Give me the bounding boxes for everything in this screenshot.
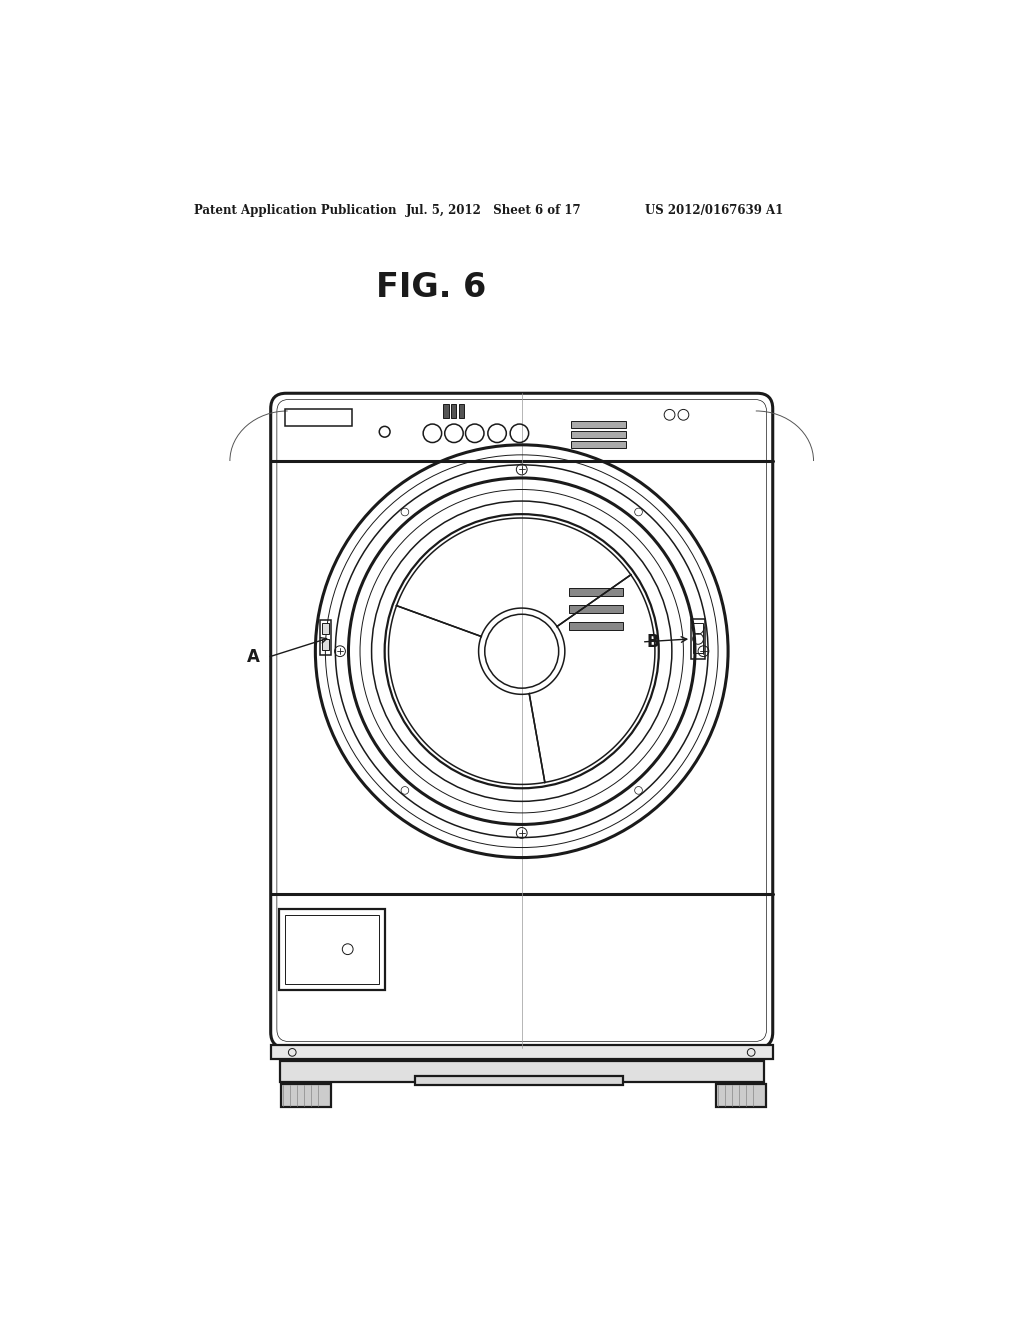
Text: A: A bbox=[248, 648, 260, 667]
Bar bbox=[571, 421, 627, 428]
Bar bbox=[693, 623, 702, 653]
Bar bbox=[691, 619, 705, 659]
Bar bbox=[716, 1084, 766, 1107]
Text: Jul. 5, 2012   Sheet 6 of 17: Jul. 5, 2012 Sheet 6 of 17 bbox=[407, 205, 582, 218]
Bar bbox=[322, 639, 330, 649]
Bar bbox=[322, 623, 330, 635]
Bar bbox=[281, 1084, 331, 1107]
Text: FIG. 6: FIG. 6 bbox=[376, 272, 486, 305]
Bar bbox=[443, 404, 449, 418]
Bar bbox=[416, 1076, 624, 1085]
Bar bbox=[571, 441, 627, 447]
Bar bbox=[319, 620, 331, 655]
Text: B: B bbox=[646, 634, 658, 651]
Bar bbox=[280, 909, 385, 990]
Bar bbox=[459, 404, 464, 418]
Bar bbox=[285, 409, 352, 425]
Bar bbox=[569, 622, 624, 630]
Bar bbox=[286, 915, 379, 983]
Bar bbox=[571, 432, 627, 438]
Bar bbox=[280, 1061, 764, 1082]
Bar bbox=[270, 1045, 773, 1059]
Bar bbox=[569, 605, 624, 612]
Text: Patent Application Publication: Patent Application Publication bbox=[194, 205, 396, 218]
Bar bbox=[451, 404, 457, 418]
FancyBboxPatch shape bbox=[270, 393, 773, 1048]
Text: US 2012/0167639 A1: US 2012/0167639 A1 bbox=[645, 205, 783, 218]
Bar bbox=[569, 589, 624, 595]
